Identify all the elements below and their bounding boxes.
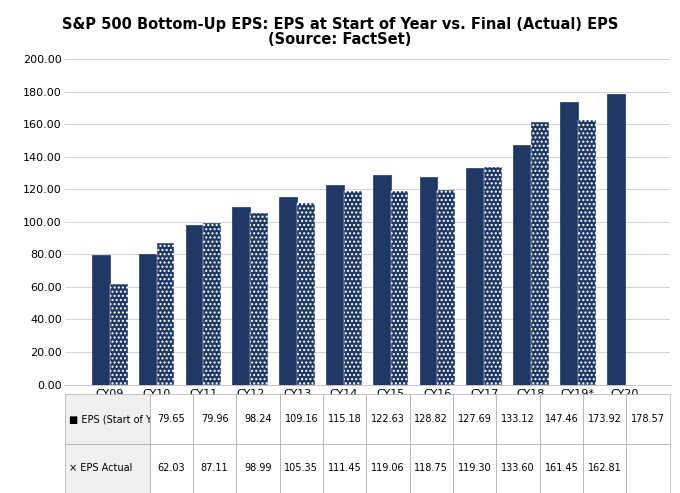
- Bar: [607, 94, 624, 385]
- Bar: [297, 203, 315, 385]
- Bar: [373, 175, 390, 385]
- Bar: [250, 213, 268, 385]
- Bar: [92, 255, 110, 385]
- Bar: [437, 190, 455, 385]
- Text: (Source: FactSet): (Source: FactSet): [269, 32, 411, 47]
- Bar: [279, 197, 297, 385]
- Bar: [233, 207, 250, 385]
- Text: S&P 500 Bottom-Up EPS: EPS at Start of Year vs. Final (Actual) EPS: S&P 500 Bottom-Up EPS: EPS at Start of Y…: [62, 17, 618, 32]
- Bar: [326, 185, 344, 385]
- Bar: [560, 102, 578, 385]
- Bar: [531, 122, 549, 385]
- Bar: [390, 191, 409, 385]
- Bar: [578, 120, 596, 385]
- Bar: [110, 283, 128, 385]
- Bar: [156, 243, 175, 385]
- Bar: [420, 177, 437, 385]
- Bar: [484, 167, 502, 385]
- Bar: [513, 144, 531, 385]
- Bar: [139, 254, 156, 385]
- Bar: [344, 191, 362, 385]
- Bar: [203, 223, 221, 385]
- Bar: [186, 225, 203, 385]
- Bar: [466, 168, 484, 385]
